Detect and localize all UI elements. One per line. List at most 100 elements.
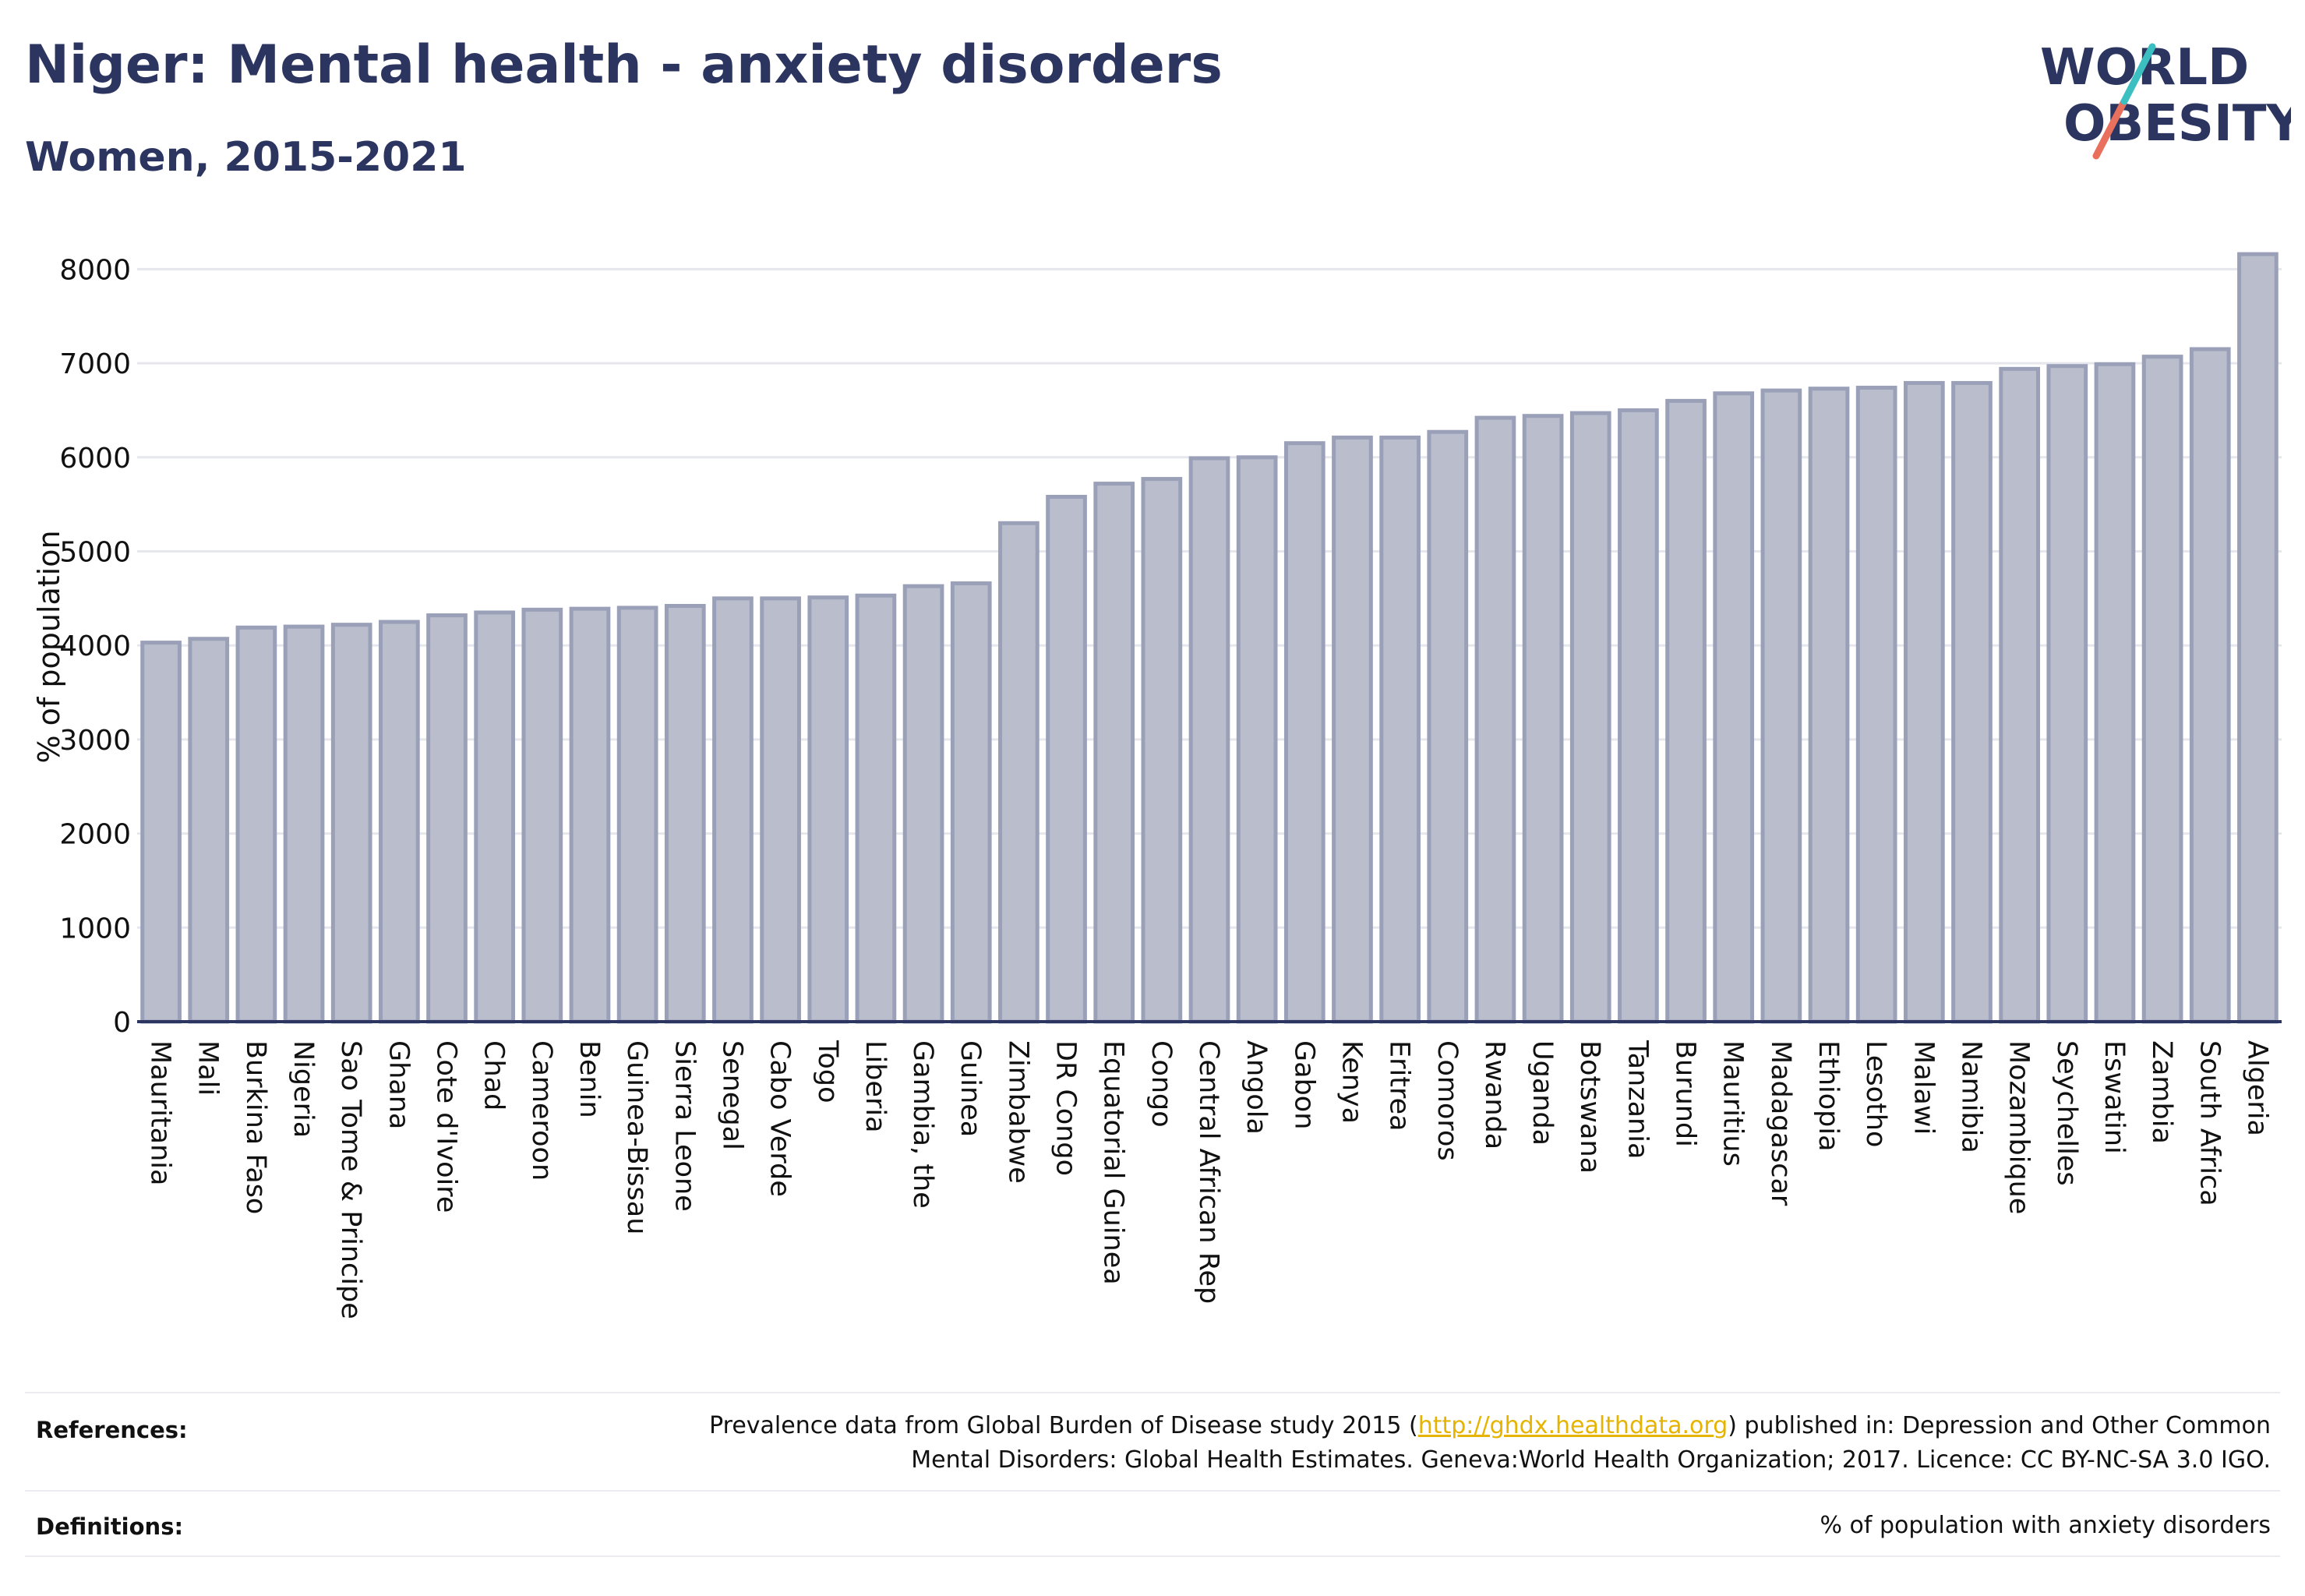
bar (235, 625, 277, 1024)
x-tick-label: Eswatini (2099, 1040, 2130, 1154)
x-tick-label: Guinea (955, 1040, 986, 1137)
definitions-label: Definitions: (36, 1513, 184, 1540)
bar (1760, 388, 1802, 1024)
bar (1427, 429, 1469, 1024)
bars (140, 252, 2279, 1024)
references-text-line2: Mental Disorders: Global Health Estimate… (911, 1446, 2271, 1474)
bar (1618, 408, 1659, 1024)
bar (1569, 411, 1611, 1024)
x-tick-label: Cameroon (526, 1040, 557, 1181)
x-tick-label: Nigeria (288, 1040, 319, 1138)
x-tick-label: Kenya (1336, 1040, 1367, 1124)
bar (664, 604, 706, 1024)
x-tick-label: Togo (812, 1040, 843, 1103)
bar (616, 606, 658, 1024)
chart-subtitle: Women, 2015-2021 (25, 134, 467, 181)
references-link[interactable]: http://ghdx.healthdata.org (1417, 1412, 1728, 1439)
bar (2189, 347, 2231, 1024)
bar (712, 596, 754, 1024)
x-tick-label: Burkina Faso (240, 1040, 271, 1214)
bar (1474, 415, 1516, 1024)
logo-slash-teal (2120, 43, 2156, 105)
x-tick-label: Mauritania (145, 1040, 176, 1185)
x-tick-label: Lesotho (1860, 1040, 1891, 1147)
footer-divider-top (25, 1392, 2280, 1393)
x-tick-label: Mauritius (1717, 1040, 1749, 1167)
x-tick-label: Gabon (1288, 1040, 1319, 1129)
x-tick-label: Namibia (1955, 1040, 1986, 1153)
bar (760, 596, 801, 1024)
bar (426, 613, 468, 1024)
bar (2094, 362, 2136, 1024)
bar (1141, 477, 1183, 1024)
x-tick-label: Madagascar (1765, 1040, 1796, 1206)
x-tick-label: Sierra Leone (669, 1040, 700, 1212)
references-text-post: ) published in: Depression and Other Com… (1728, 1412, 2271, 1439)
bar (1046, 494, 1087, 1024)
references-label: References: (36, 1417, 188, 1443)
bar (998, 521, 1040, 1024)
x-tick-label: Liberia (860, 1040, 891, 1133)
bar (379, 620, 420, 1024)
bar (2237, 252, 2279, 1024)
y-tick-labels: 0 1000 2000 3000 4000 5000 6000 7000 8000 (59, 254, 131, 1039)
bar (1332, 435, 1373, 1024)
x-tick-label: Mali (192, 1040, 224, 1096)
x-tick-label: Uganda (1527, 1040, 1558, 1146)
bar (283, 624, 325, 1024)
x-tick-label: Senegal (716, 1040, 747, 1150)
x-tick-label: Eritrea (1384, 1040, 1415, 1132)
bar (855, 593, 897, 1024)
bar (1093, 482, 1135, 1024)
x-tick-label: Cote d'Ivoire (431, 1040, 462, 1213)
x-tick-label: Chad (478, 1040, 510, 1110)
bar (2046, 364, 2088, 1024)
logo-slash-coral (2092, 97, 2128, 160)
x-tick-label: South Africa (2194, 1040, 2225, 1206)
bar (807, 595, 849, 1024)
x-tick-label: Ethiopia (1813, 1040, 1844, 1152)
world-obesity-logo: WORLD OBESITY (2040, 39, 2291, 160)
bar (1808, 387, 1850, 1024)
references-text-pre: Prevalence data from Global Burden of Di… (709, 1412, 1418, 1439)
x-tick-label: Congo (1145, 1040, 1177, 1128)
bar (1999, 366, 2040, 1024)
x-tick-label: Benin (574, 1040, 605, 1118)
references-text: Prevalence data from Global Burden of Di… (709, 1409, 2271, 1478)
x-tick-label: Gambia, the (907, 1040, 938, 1209)
x-tick-label: Comoros (1431, 1040, 1463, 1161)
x-tick-label: Burundi (1670, 1040, 1701, 1147)
y-tick-label: 6000 (59, 443, 131, 475)
bar (474, 610, 516, 1024)
x-tick-label: Central African Rep (1193, 1040, 1224, 1304)
bar (1665, 398, 1707, 1024)
bar (1188, 456, 1230, 1024)
x-tick-label: DR Congo (1050, 1040, 1082, 1176)
y-axis-label: % of population (32, 530, 66, 763)
x-tick-label: Zimbabwe (1002, 1040, 1033, 1184)
definitions-text: % of population with anxiety disorders (1820, 1512, 2271, 1539)
bar (1283, 441, 1325, 1024)
x-tick-label: Angola (1241, 1040, 1272, 1135)
y-tick-label: 2000 (59, 819, 131, 851)
y-tick-label: 5000 (59, 537, 131, 569)
bar (569, 606, 611, 1024)
x-tick-label: Seychelles (2051, 1040, 2082, 1186)
x-tick-label: Algeria (2241, 1040, 2272, 1136)
bar (1379, 435, 1421, 1024)
bar (1903, 380, 1945, 1024)
bar (1713, 391, 1755, 1024)
x-tick-label: Cabo Verde (764, 1040, 796, 1197)
y-tick-label: 1000 (59, 913, 131, 945)
y-tick-label: 4000 (59, 630, 131, 662)
bar (1522, 414, 1564, 1024)
x-tick-label: Ghana (383, 1040, 414, 1129)
bar (330, 623, 372, 1024)
x-tick-label: Equatorial Guinea (1098, 1040, 1129, 1285)
x-tick-label: Tanzania (1622, 1040, 1653, 1159)
x-tick-label: Rwanda (1479, 1040, 1510, 1149)
x-tick-label: Botswana (1574, 1040, 1605, 1174)
bar (521, 607, 563, 1024)
x-tick-labels: Mauritania Mali Burkina Faso Nigeria Sao Tom… (145, 1040, 2273, 1319)
x-tick-label: Guinea-Bissau (621, 1040, 652, 1234)
